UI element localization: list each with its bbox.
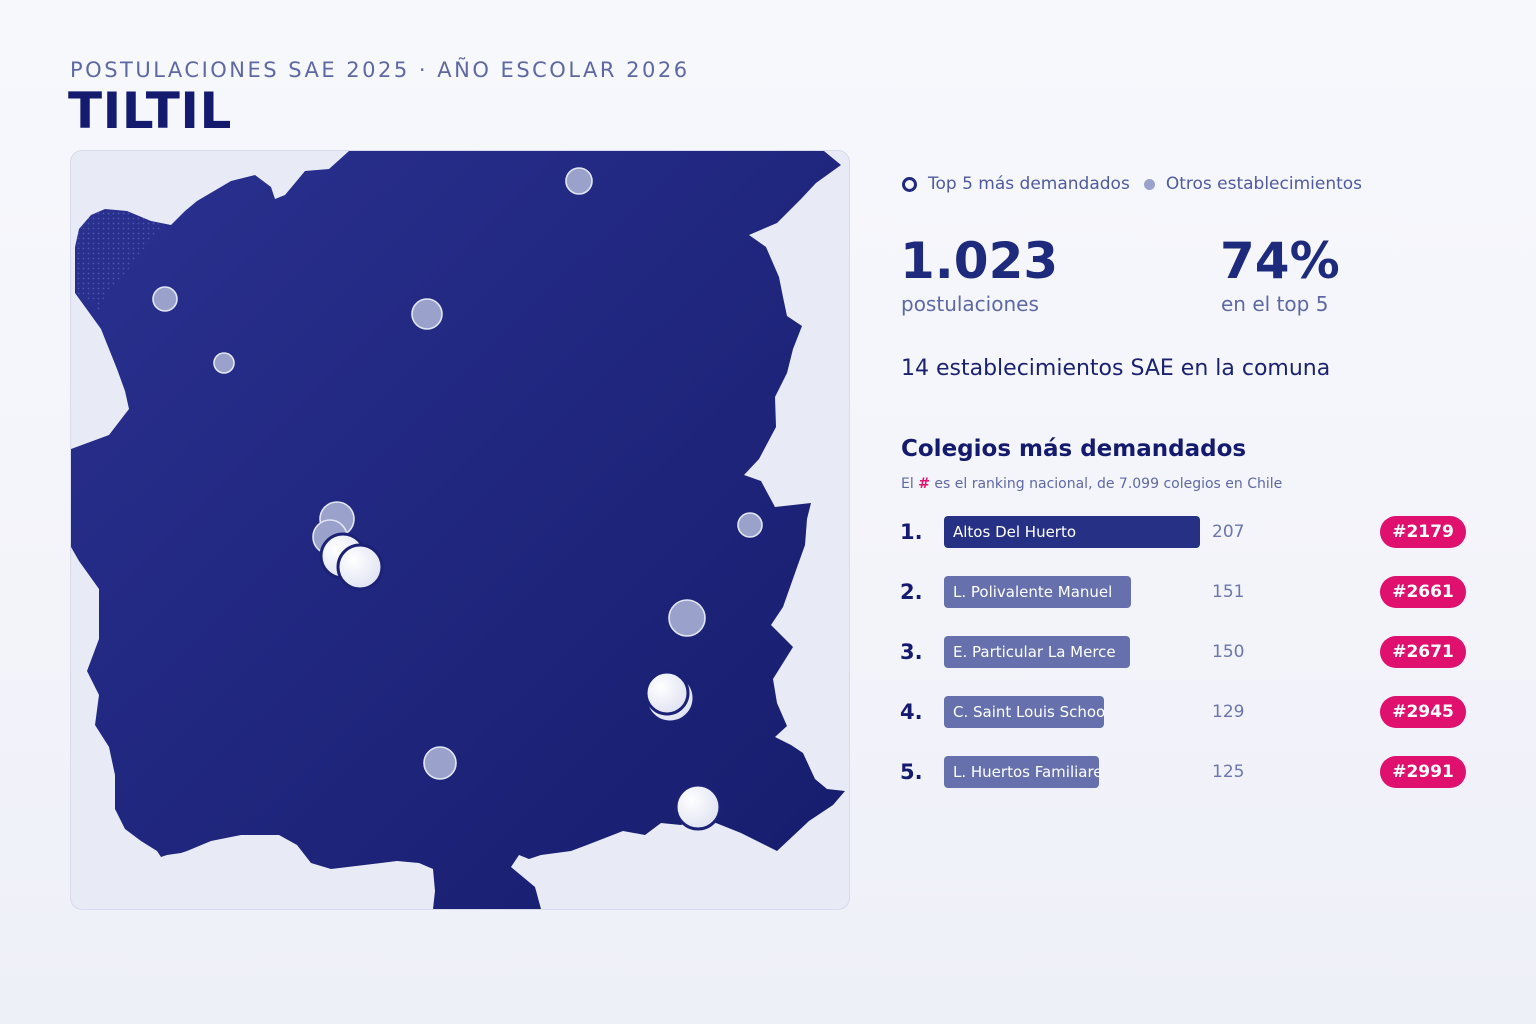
ranking-title: Colegios más demandados	[901, 436, 1247, 462]
applications-count: 150	[1212, 642, 1245, 662]
top5-share-value: 74%	[1220, 232, 1340, 290]
legend-others-label: Otros establecimientos	[1165, 174, 1363, 194]
rank-bar: E. Particular La Merce	[944, 636, 1130, 668]
rank-number: 1.	[900, 520, 923, 544]
applications-count: 129	[1212, 702, 1245, 722]
applications-count: 151	[1212, 582, 1245, 602]
rank-number: 3.	[900, 640, 923, 664]
other-school-marker[interactable]	[668, 599, 706, 637]
others-dot-icon	[1143, 178, 1155, 190]
ranking-row[interactable]: 2. L. Polivalente Manuel 151 #2661	[900, 576, 1470, 608]
commune-map[interactable]	[71, 151, 849, 909]
ranking-row[interactable]: 1. Altos Del Huerto 207 #2179	[900, 516, 1470, 548]
schools-count: 14 establecimientos SAE en la comuna	[901, 356, 1331, 381]
school-name: Altos Del Huerto	[953, 523, 1077, 541]
rank-bar: L. Polivalente Manuel	[944, 576, 1131, 608]
commune-territory	[71, 151, 845, 909]
school-name: L. Polivalente Manuel	[953, 583, 1113, 601]
other-school-marker[interactable]	[737, 512, 763, 538]
header-eyebrow: POSTULACIONES SAE 2025 · AÑO ESCOLAR 202…	[70, 58, 690, 82]
rank-bar: Altos Del Huerto	[944, 516, 1200, 548]
rank-number: 5.	[900, 760, 923, 784]
rank-bar: L. Huertos Familiare	[944, 756, 1099, 788]
other-school-marker[interactable]	[423, 746, 457, 780]
ranking-note: El # es el ranking nacional, de 7.099 co…	[901, 476, 1282, 492]
top5-school-marker[interactable]	[336, 543, 384, 591]
other-school-marker[interactable]	[565, 167, 593, 195]
rank-number: 2.	[900, 580, 923, 604]
ranking-row[interactable]: 3. E. Particular La Merce 150 #2671	[900, 636, 1470, 668]
legend-top5-label: Top 5 más demandados	[928, 174, 1130, 194]
ranking-note-prefix: El	[901, 476, 914, 492]
applications-value: 1.023	[900, 232, 1059, 290]
map-panel[interactable]	[70, 150, 850, 910]
top5-share-label: en el top 5	[1221, 292, 1329, 316]
applications-label: postulaciones	[901, 292, 1039, 316]
other-school-marker[interactable]	[411, 298, 443, 330]
national-rank-badge: #2671	[1380, 636, 1466, 668]
map-legend: Top 5 más demandados Otros establecimien…	[902, 174, 1362, 194]
top5-school-marker[interactable]	[674, 783, 722, 831]
other-school-marker[interactable]	[152, 286, 178, 312]
rank-bar: C. Saint Louis Schoo	[944, 696, 1104, 728]
terrain-texture	[75, 209, 163, 311]
school-name: L. Huertos Familiare	[953, 763, 1099, 781]
applications-count: 207	[1212, 522, 1245, 542]
ranking-row[interactable]: 4. C. Saint Louis Schoo 129 #2945	[900, 696, 1470, 728]
national-rank-badge: #2179	[1380, 516, 1466, 548]
school-name: C. Saint Louis Schoo	[953, 703, 1104, 721]
national-rank-badge: #2991	[1380, 756, 1466, 788]
school-name: E. Particular La Merce	[953, 643, 1116, 661]
ranking-note-hash: #	[918, 476, 930, 492]
ranking-row[interactable]: 5. L. Huertos Familiare 125 #2991	[900, 756, 1470, 788]
page-title: TILTIL	[68, 82, 232, 140]
top5-ring-icon	[902, 176, 917, 192]
top5-school-marker[interactable]	[644, 670, 690, 716]
national-rank-badge: #2945	[1380, 696, 1466, 728]
rank-number: 4.	[900, 700, 923, 724]
other-school-marker[interactable]	[213, 352, 235, 374]
ranking-note-suffix: es el ranking nacional, de 7.099 colegio…	[934, 476, 1283, 492]
applications-count: 125	[1212, 762, 1245, 782]
national-rank-badge: #2661	[1380, 576, 1466, 608]
